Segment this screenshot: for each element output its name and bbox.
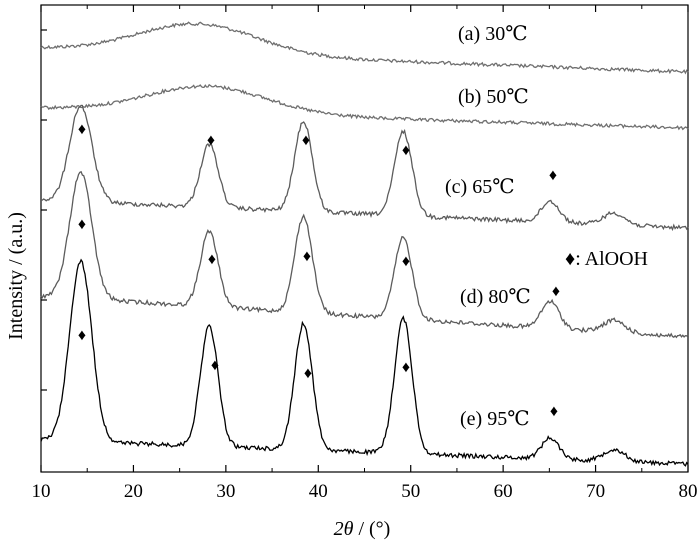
x-axis-title-symbol: 2θ <box>334 518 354 540</box>
markers-group: ♦ ♦ ♦ ♦ ♦ ♦ ♦ ♦ ♦ ♦ ♦ ♦ ♦ ♦ ♦ <box>78 121 560 420</box>
series-line <box>40 170 689 339</box>
alooh-peak-marker: ♦ <box>402 253 410 270</box>
legend: ♦: AlOOH <box>565 248 648 270</box>
series-label: (e) 95℃ <box>460 408 530 430</box>
x-axis-title: 2θ / (°) <box>334 518 391 540</box>
alooh-peak-marker: ♦ <box>78 216 86 233</box>
alooh-peak-marker: ♦ <box>304 365 312 382</box>
x-tick-label: 80 <box>679 481 698 502</box>
alooh-peak-marker: ♦ <box>303 248 311 265</box>
series-line <box>40 83 689 131</box>
series-label: (d) 80℃ <box>460 286 531 308</box>
alooh-peak-marker: ♦ <box>208 251 216 268</box>
series-line <box>41 104 689 232</box>
alooh-peak-marker: ♦ <box>550 403 558 420</box>
series-line <box>40 258 689 467</box>
series-label: (c) 65℃ <box>445 176 515 198</box>
x-tick-label: 10 <box>32 481 51 502</box>
alooh-peak-marker: ♦ <box>211 357 219 374</box>
alooh-peak-marker: ♦ <box>552 283 560 300</box>
x-tick-label: 40 <box>309 481 328 502</box>
alooh-peak-marker: ♦ <box>402 359 410 376</box>
x-tick-label: 70 <box>586 481 605 502</box>
alooh-peak-marker: ♦ <box>78 327 86 344</box>
y-axis-title: Intensity / (a.u.) <box>5 212 27 340</box>
series-label: (a) 30℃ <box>458 23 528 45</box>
alooh-peak-marker: ♦ <box>402 142 410 159</box>
series-line <box>40 21 689 75</box>
x-tick-label: 30 <box>216 481 235 502</box>
alooh-peak-marker: ♦ <box>78 121 86 138</box>
x-tick-label: 60 <box>494 481 513 502</box>
axes-group: 10 20 30 40 50 60 70 80 <box>32 4 698 502</box>
curves-group <box>40 21 689 467</box>
alooh-peak-marker: ♦ <box>549 167 557 184</box>
labels-group: (a) 30℃ (b) 50℃ (c) 65℃ (d) 80℃ (e) 95℃ <box>445 23 531 430</box>
series-label: (b) 50℃ <box>458 86 529 108</box>
alooh-peak-marker: ♦ <box>207 132 215 149</box>
plot-frame <box>40 4 689 473</box>
alooh-peak-marker: ♦ <box>302 132 310 149</box>
x-axis-title-unit: / (°) <box>353 518 390 540</box>
legend-text: ♦: AlOOH <box>565 248 648 270</box>
x-tick-label: 20 <box>124 481 143 502</box>
x-tick-label: 50 <box>401 481 420 502</box>
